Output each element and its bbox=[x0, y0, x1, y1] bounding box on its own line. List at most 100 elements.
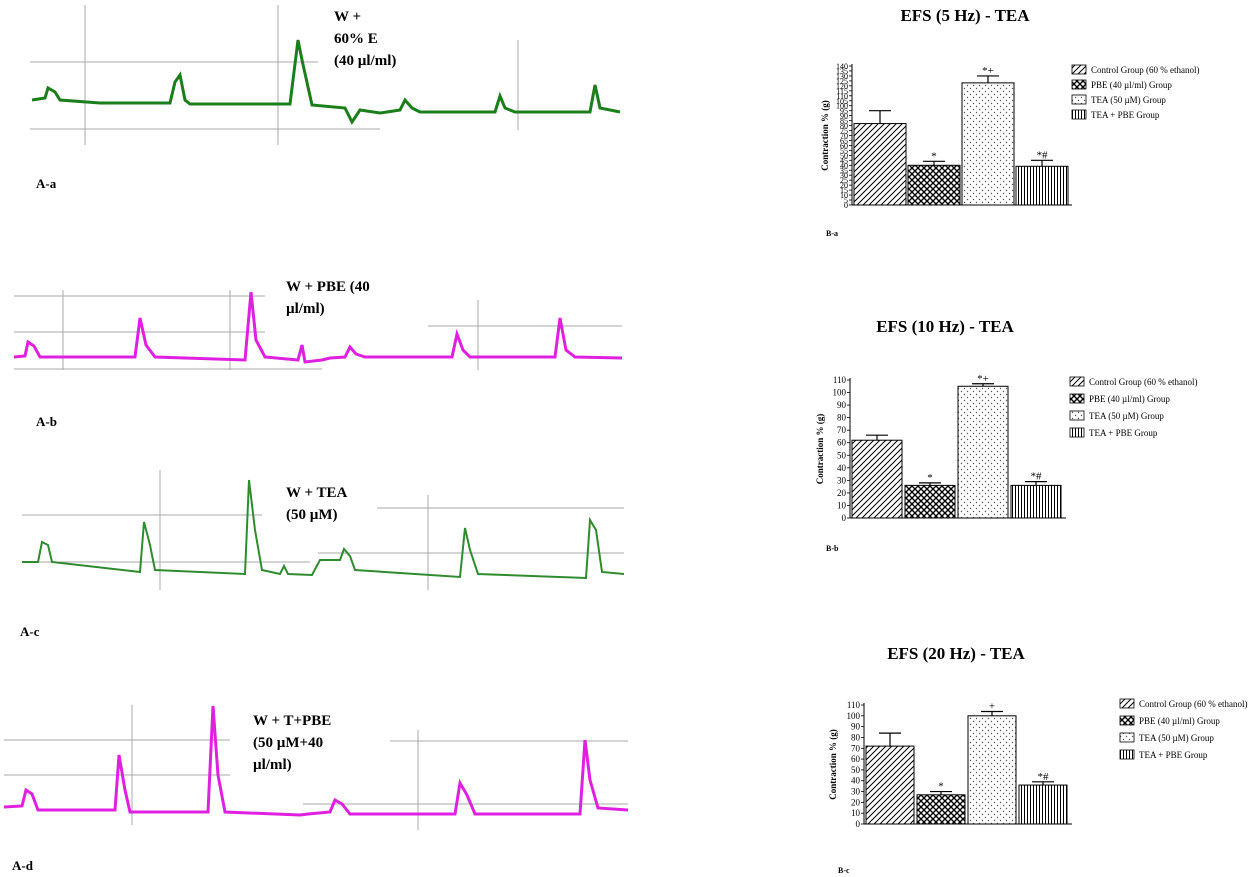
legend-swatch-3 bbox=[1071, 94, 1087, 105]
legend-swatch-3 bbox=[1069, 410, 1085, 421]
y-tick-label: 50 bbox=[851, 765, 861, 775]
y-tick-label: 0 bbox=[844, 201, 848, 210]
y-tick-label: 20 bbox=[837, 488, 847, 498]
y-tick-label: 50 bbox=[837, 450, 847, 460]
y-tick-label: 135 bbox=[836, 67, 848, 76]
legend-label-3: TEA (50 µM) Group bbox=[1139, 733, 1214, 743]
trace-label-a-c: W + TEA (50 µM) bbox=[286, 485, 348, 523]
y-axis-label: Contraction % (g) bbox=[820, 100, 830, 171]
y-tick-label: 95 bbox=[840, 107, 848, 116]
legend-label-2: PBE (40 µl/ml) Group bbox=[1089, 394, 1170, 404]
y-tick-label: 20 bbox=[840, 181, 848, 190]
y-tick-label: 45 bbox=[840, 156, 848, 165]
panel-tag-a-c: A-c bbox=[20, 624, 40, 639]
bar-1 bbox=[865, 745, 915, 825]
y-tick-label: 15 bbox=[840, 186, 848, 195]
legend-label-4: TEA + PBE Group bbox=[1089, 428, 1158, 438]
y-tick-label: 60 bbox=[840, 141, 848, 150]
y-tick-label: 140 bbox=[836, 62, 848, 71]
y-axis-label: Contraction % (g) bbox=[815, 414, 825, 485]
sub-tag-b-a: B-a bbox=[826, 229, 838, 238]
chart-title-b-c: EFS (20 Hz) - TEA bbox=[887, 644, 1025, 663]
panel-tag-a-a: A-a bbox=[36, 176, 57, 191]
y-axis-label: Contraction % (g) bbox=[828, 729, 838, 800]
y-tick-label: 10 bbox=[840, 191, 848, 200]
trace-a-c bbox=[22, 470, 625, 590]
significance-label: * bbox=[938, 781, 944, 793]
y-tick-label: 80 bbox=[840, 122, 848, 131]
y-tick-label: 130 bbox=[836, 72, 848, 81]
trace-a-d bbox=[3, 705, 629, 830]
significance-label: *+ bbox=[982, 65, 994, 77]
y-tick-label: 110 bbox=[833, 375, 847, 385]
y-tick-label: 110 bbox=[847, 700, 861, 710]
bar-2 bbox=[904, 484, 956, 519]
legend-swatch-3 bbox=[1119, 732, 1135, 743]
legend-swatch-4 bbox=[1071, 109, 1087, 120]
y-tick-label: 70 bbox=[837, 425, 847, 435]
legend-swatch-2 bbox=[1069, 393, 1085, 404]
y-tick-label: 30 bbox=[837, 475, 847, 485]
legend-swatch-4 bbox=[1069, 427, 1085, 438]
significance-label: * bbox=[927, 472, 933, 484]
y-tick-label: 0 bbox=[856, 819, 861, 829]
legend-swatch-2 bbox=[1119, 715, 1135, 726]
y-tick-label: 70 bbox=[840, 132, 848, 141]
bar-4 bbox=[1018, 784, 1068, 825]
legend-label-4: TEA + PBE Group bbox=[1139, 750, 1208, 760]
panel-tag-a-d: A-d bbox=[12, 858, 33, 873]
y-tick-label: 115 bbox=[836, 87, 848, 96]
sub-tag-b-b: B-b bbox=[826, 544, 839, 553]
trace-a-b bbox=[13, 290, 623, 370]
y-tick-label: 90 bbox=[851, 722, 861, 732]
y-tick-label: 40 bbox=[851, 776, 861, 786]
y-tick-label: 40 bbox=[837, 463, 847, 473]
trace-a-b-line bbox=[13, 291, 623, 364]
trace-a-c-line bbox=[22, 479, 625, 580]
bar-2 bbox=[916, 794, 966, 825]
bar-3 bbox=[961, 82, 1015, 206]
y-tick-label: 100 bbox=[847, 711, 861, 721]
legend-label-1: Control Group (60 % ethanol) bbox=[1091, 65, 1199, 75]
y-tick-label: 80 bbox=[851, 732, 861, 742]
y-tick-label: 5 bbox=[844, 196, 848, 205]
y-tick-label: 105 bbox=[836, 97, 848, 106]
legend-label-2: PBE (40 µl/ml) Group bbox=[1139, 716, 1220, 726]
legend-label-4: TEA + PBE Group bbox=[1091, 110, 1160, 120]
legend-swatch-1 bbox=[1069, 376, 1085, 387]
legend-label-3: TEA (50 µM) Group bbox=[1089, 411, 1164, 421]
y-tick-label: 50 bbox=[840, 151, 848, 160]
y-tick-label: 75 bbox=[840, 127, 848, 136]
chart-title-b-a: EFS (5 Hz) - TEA bbox=[900, 6, 1030, 25]
legend-label-1: Control Group (60 % ethanol) bbox=[1089, 377, 1197, 387]
significance-label: * bbox=[931, 150, 937, 162]
y-tick-label: 25 bbox=[840, 176, 848, 185]
y-tick-label: 20 bbox=[851, 797, 861, 807]
y-tick-label: 60 bbox=[851, 754, 861, 764]
trace-label-a-d: W + T+PBE (50 µM+40 µl/ml) bbox=[253, 713, 332, 773]
y-tick-label: 85 bbox=[840, 117, 848, 126]
y-tick-label: 100 bbox=[833, 388, 847, 398]
y-tick-label: 10 bbox=[851, 808, 861, 818]
significance-label: *# bbox=[1038, 771, 1050, 783]
y-tick-label: 60 bbox=[837, 438, 847, 448]
y-tick-label: 0 bbox=[842, 513, 847, 523]
legend-swatch-4 bbox=[1119, 749, 1135, 760]
sub-tag-b-c: B-c bbox=[838, 866, 850, 875]
y-tick-label: 30 bbox=[851, 787, 861, 797]
y-tick-label: 100 bbox=[836, 102, 848, 111]
significance-label: *# bbox=[1031, 471, 1043, 483]
y-tick-label: 55 bbox=[840, 146, 848, 155]
trace-a-a bbox=[30, 5, 621, 145]
significance-label: *+ bbox=[977, 373, 989, 385]
bar-2 bbox=[907, 164, 961, 206]
y-tick-label: 40 bbox=[840, 161, 848, 170]
significance-label: *# bbox=[1037, 149, 1049, 161]
y-tick-label: 70 bbox=[851, 743, 861, 753]
legend-swatch-2 bbox=[1071, 79, 1087, 90]
y-tick-label: 30 bbox=[840, 171, 848, 180]
legend-label-2: PBE (40 µl/ml) Group bbox=[1091, 80, 1172, 90]
bar-1 bbox=[851, 439, 903, 519]
